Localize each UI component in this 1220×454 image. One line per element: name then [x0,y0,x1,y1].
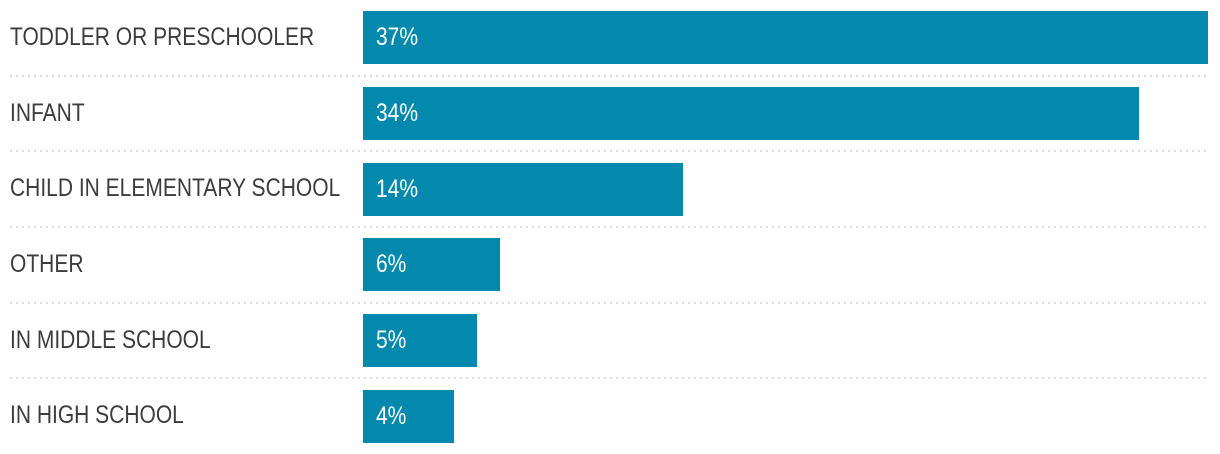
category-label: IN HIGH SCHOOL [10,401,184,430]
bar: 6% [363,238,501,292]
bar: 14% [363,162,683,216]
chart-row: OTHER 6% [10,227,1208,304]
category-label: INFANT [10,98,85,127]
value-label: 14% [376,174,419,203]
bar-track: 37% [363,11,1208,65]
bar-track: 34% [363,87,1208,140]
category-label: CHILD IN ELEMENTARY SCHOOL [10,174,341,203]
chart-row: CHILD IN ELEMENTARY SCHOOL 14% [10,151,1208,228]
value-label: 37% [376,23,419,52]
bar-track: 6% [363,238,1208,292]
value-label: 5% [376,326,407,355]
value-label: 4% [376,401,407,430]
value-label: 34% [376,99,419,127]
chart-row: IN HIGH SCHOOL 4% [10,378,1208,454]
category-label: TODDLER OR PRESCHOOLER [10,23,315,52]
chart-row: INFANT 34% [10,76,1208,153]
value-label: 6% [376,250,407,279]
chart-row: TODDLER OR PRESCHOOLER 37% [10,0,1208,77]
category-label: IN MIDDLE SCHOOL [10,325,211,354]
bar-track: 14% [363,162,1208,216]
bar: 37% [363,11,1208,65]
bar: 5% [363,314,478,368]
bar-track: 5% [363,314,1208,368]
chart-row: IN MIDDLE SCHOOL 5% [10,303,1208,380]
bar: 4% [363,389,455,443]
category-label: OTHER [10,250,84,279]
bar: 34% [363,87,1140,140]
bar-track: 4% [363,389,1208,443]
